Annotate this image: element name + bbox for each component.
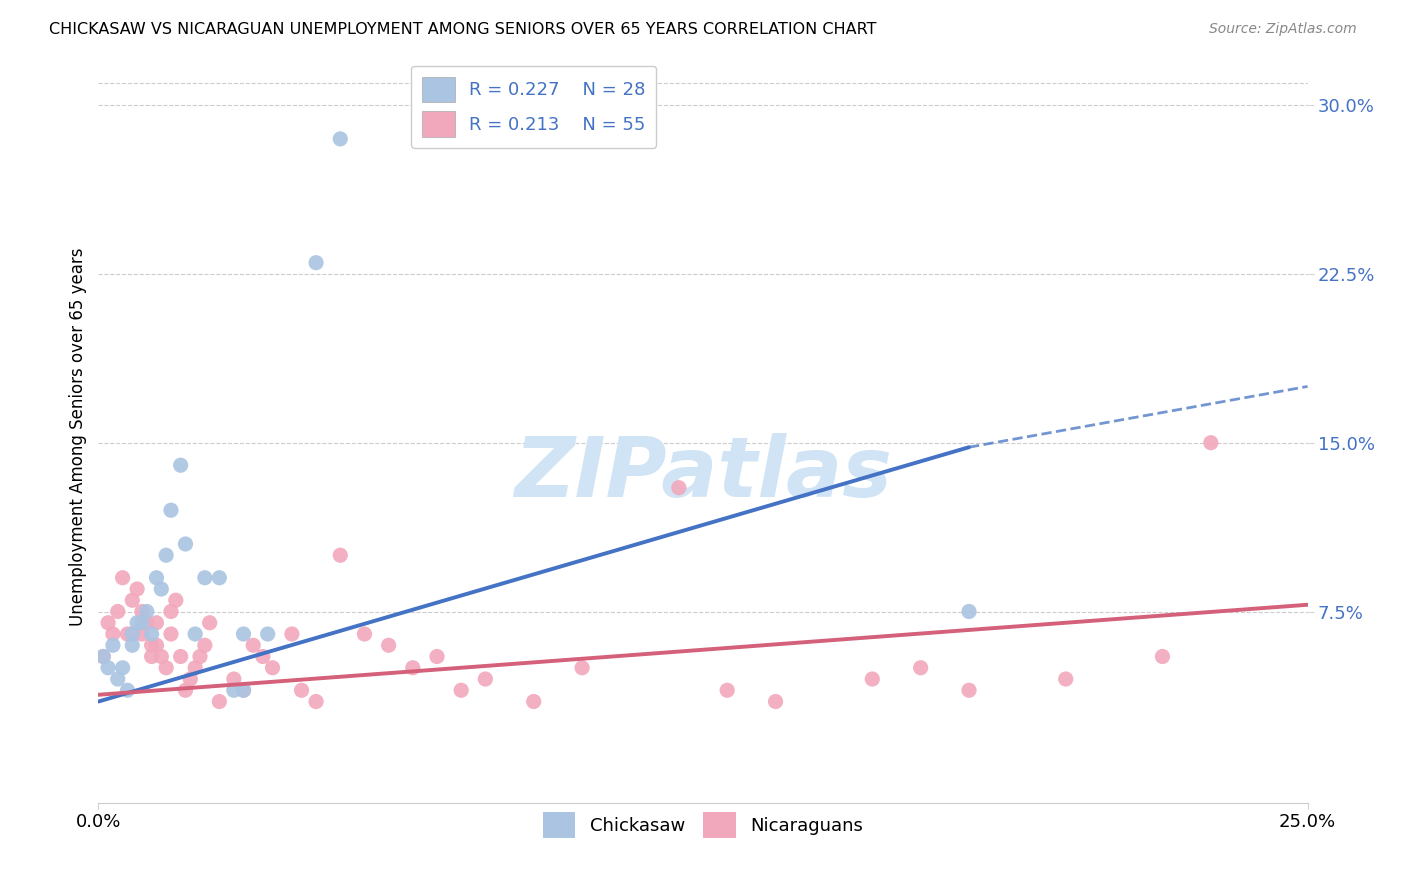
Point xyxy=(131,627,153,641)
Point xyxy=(160,627,183,641)
Point xyxy=(117,683,139,698)
Point xyxy=(198,615,221,630)
Point xyxy=(141,627,163,641)
Point xyxy=(131,615,153,630)
Point xyxy=(305,255,328,269)
Point xyxy=(150,649,173,664)
Point xyxy=(957,683,980,698)
Point xyxy=(668,481,690,495)
Point xyxy=(305,694,328,708)
Point xyxy=(121,627,143,641)
Point xyxy=(256,627,278,641)
Point xyxy=(91,649,114,664)
Point xyxy=(426,649,449,664)
Point xyxy=(232,683,254,698)
Point xyxy=(353,627,375,641)
Point xyxy=(208,694,231,708)
Point xyxy=(141,649,163,664)
Point xyxy=(194,638,217,652)
Point xyxy=(117,627,139,641)
Text: ZIPatlas: ZIPatlas xyxy=(515,434,891,514)
Point xyxy=(169,458,191,473)
Point xyxy=(155,548,177,562)
Point xyxy=(145,615,167,630)
Point xyxy=(111,661,134,675)
Point xyxy=(242,638,264,652)
Point xyxy=(716,683,738,698)
Point xyxy=(127,615,149,630)
Point xyxy=(135,605,157,619)
Point xyxy=(101,638,124,652)
Point xyxy=(91,649,114,664)
Text: Source: ZipAtlas.com: Source: ZipAtlas.com xyxy=(1209,22,1357,37)
Legend: Chickasaw, Nicaraguans: Chickasaw, Nicaraguans xyxy=(536,805,870,845)
Point xyxy=(1199,435,1222,450)
Point xyxy=(450,683,472,698)
Point xyxy=(121,593,143,607)
Point xyxy=(169,649,191,664)
Point xyxy=(1152,649,1174,664)
Point xyxy=(329,548,352,562)
Point xyxy=(188,649,211,664)
Point xyxy=(377,638,399,652)
Point xyxy=(290,683,312,698)
Point xyxy=(222,672,245,686)
Point xyxy=(155,661,177,675)
Point xyxy=(101,627,124,641)
Point xyxy=(131,605,153,619)
Point xyxy=(262,661,284,675)
Point xyxy=(150,582,173,596)
Point xyxy=(232,683,254,698)
Point xyxy=(160,503,183,517)
Point xyxy=(97,615,120,630)
Point xyxy=(252,649,274,664)
Point xyxy=(184,627,207,641)
Point xyxy=(1054,672,1077,686)
Point xyxy=(232,627,254,641)
Point xyxy=(135,615,157,630)
Point xyxy=(121,638,143,652)
Text: CHICKASAW VS NICARAGUAN UNEMPLOYMENT AMONG SENIORS OVER 65 YEARS CORRELATION CHA: CHICKASAW VS NICARAGUAN UNEMPLOYMENT AMO… xyxy=(49,22,877,37)
Point xyxy=(174,537,197,551)
Point xyxy=(107,605,129,619)
Point xyxy=(145,638,167,652)
Point xyxy=(860,672,883,686)
Point xyxy=(222,683,245,698)
Point xyxy=(141,638,163,652)
Point xyxy=(571,661,593,675)
Point xyxy=(97,661,120,675)
Point xyxy=(957,605,980,619)
Point xyxy=(121,627,143,641)
Point xyxy=(474,672,496,686)
Point xyxy=(523,694,546,708)
Point xyxy=(281,627,304,641)
Point xyxy=(184,661,207,675)
Point xyxy=(127,582,149,596)
Point xyxy=(145,571,167,585)
Point xyxy=(402,661,425,675)
Point xyxy=(194,571,217,585)
Point xyxy=(179,672,201,686)
Point xyxy=(111,571,134,585)
Point xyxy=(208,571,231,585)
Point xyxy=(765,694,787,708)
Point xyxy=(174,683,197,698)
Point xyxy=(160,605,183,619)
Point xyxy=(165,593,187,607)
Point xyxy=(910,661,932,675)
Point xyxy=(329,132,352,146)
Y-axis label: Unemployment Among Seniors over 65 years: Unemployment Among Seniors over 65 years xyxy=(69,248,87,626)
Point xyxy=(107,672,129,686)
